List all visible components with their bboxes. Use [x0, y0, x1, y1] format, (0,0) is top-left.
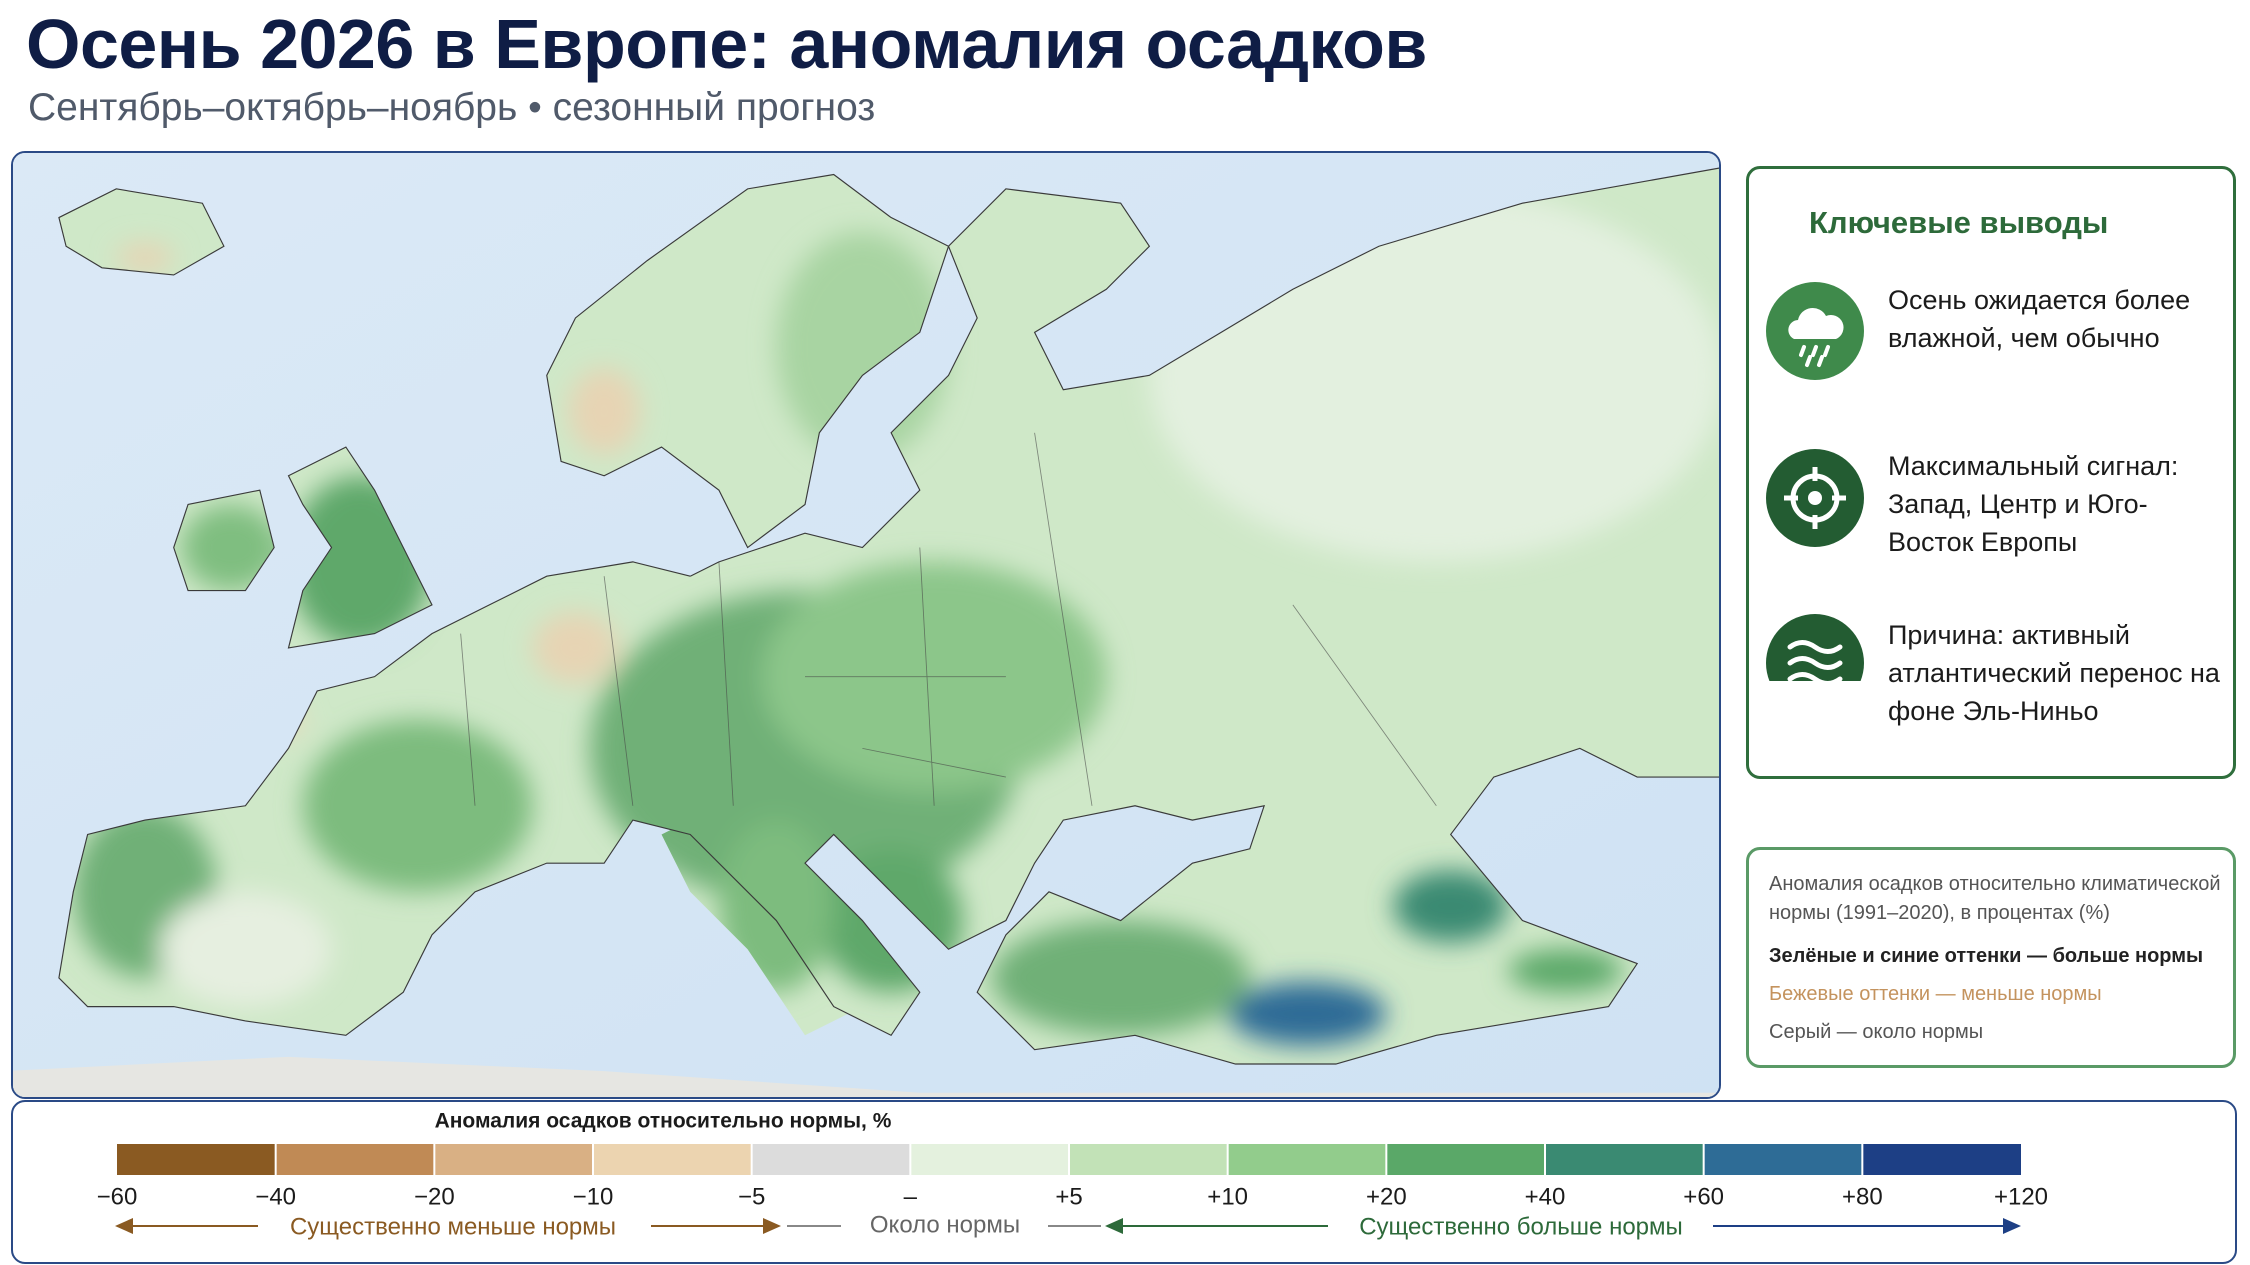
note-panel: Аномалия осадков относительно климатичес…: [1746, 847, 2236, 1068]
legend-title: Аномалия осадков относительно нормы, %: [435, 1110, 892, 1133]
tick-label: +60: [1683, 1183, 1724, 1210]
colorbar-segment: [1227, 1144, 1387, 1175]
tick-label: +20: [1366, 1183, 1407, 1210]
colorbar-segment: [910, 1144, 1069, 1175]
note-gray: Серый — около нормы: [1769, 1021, 1984, 1043]
tick-label: −20: [414, 1183, 455, 1210]
tick-label: +80: [1842, 1183, 1883, 1210]
tick-label: +5: [1055, 1183, 1082, 1210]
colorbar-segment: [1386, 1144, 1545, 1175]
map-panel: [11, 151, 1721, 1099]
tick-label: −40: [255, 1183, 296, 1210]
near-label: Около нормы: [870, 1211, 1020, 1238]
colorbar-segment: [593, 1144, 752, 1175]
note-green: Зелёные и синие оттенки — больше нормы: [1769, 945, 2204, 967]
colorbar-segment: [117, 1144, 276, 1175]
colorbar: Аномалия осадков относительно нормы, % С…: [97, 1110, 2048, 1241]
tick-label: –: [904, 1183, 918, 1210]
colorbar-segment: [275, 1144, 435, 1175]
below-label: Существенно меньше нормы: [290, 1213, 616, 1240]
colorbar-segment: [1703, 1144, 1863, 1175]
colorbar-segment: [434, 1144, 593, 1175]
tick-label: +40: [1525, 1183, 1566, 1210]
legend-panel: Аномалия осадков относительно нормы, % С…: [11, 1100, 2237, 1264]
colorbar-segment: [1862, 1144, 2021, 1175]
takeaways-title: Ключевые выводы: [1809, 205, 2109, 240]
takeaway-text: Осень ожидается более влажной, чем обычн…: [1888, 285, 2191, 353]
colorbar-segment: [1069, 1144, 1228, 1175]
colorbar-segment: [751, 1144, 911, 1175]
above-label: Существенно больше нормы: [1359, 1213, 1683, 1240]
subtitle: Сентябрь–октябрь–ноябрь • сезонный прогн…: [28, 86, 876, 129]
takeaways-panel: Ключевые выводы Осень ожидается более вл…: [1746, 166, 2236, 779]
note-beige: Бежевые оттенки — меньше нормы: [1769, 983, 2102, 1005]
takeaway-text: Максимальный сигнал: Запад, Центр и Юго-…: [1888, 451, 2179, 557]
map: [13, 153, 1719, 1097]
note-description: Аномалия осадков относительно климатичес…: [1769, 873, 2221, 924]
icons: [1766, 282, 1864, 681]
title: Осень 2026 в Европе: аномалия осадков: [26, 5, 1427, 83]
tick-label: +10: [1207, 1183, 1248, 1210]
takeaway-text: Причина: активный атлантический перенос …: [1888, 620, 2220, 726]
tick-label: −5: [738, 1183, 765, 1210]
tick-label: +120: [1994, 1183, 2048, 1210]
colorbar-segment: [1545, 1144, 1704, 1175]
tick-label: −60: [97, 1183, 138, 1210]
tick-label: −10: [573, 1183, 614, 1210]
